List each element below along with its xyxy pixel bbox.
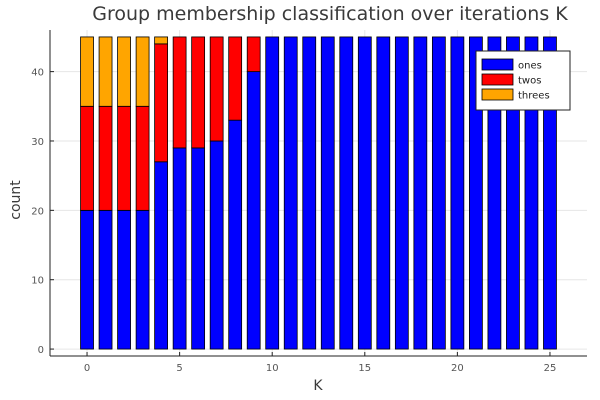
bar-twos [191, 36, 206, 149]
bar-twos [246, 36, 261, 73]
bar-ones [154, 161, 168, 350]
bar-threes [154, 36, 168, 45]
bar-ones [117, 209, 131, 350]
bar-ones [228, 119, 243, 350]
bar-ones [320, 36, 335, 350]
bar-twos [154, 43, 168, 163]
bar-ones [80, 209, 94, 350]
bar-twos [172, 36, 187, 149]
bar-ones [209, 140, 224, 350]
bar-ones [524, 36, 539, 350]
y-ticks: 0 10 20 30 40 [31, 68, 54, 356]
legend-label-threes: threes [518, 91, 550, 102]
bar-threes [80, 36, 94, 107]
bar-ones [431, 36, 446, 350]
x-tick-label: 10 [266, 363, 279, 374]
bar-threes [135, 36, 150, 107]
bars [80, 36, 557, 350]
y-tick-label: 10 [31, 276, 44, 287]
bar-ones [450, 36, 465, 350]
bar-ones [265, 36, 280, 350]
bar-threes [117, 36, 131, 107]
legend-swatch-twos [481, 73, 514, 86]
x-ticks: 0 5 10 15 20 25 [84, 352, 556, 374]
bar-twos [209, 36, 224, 142]
x-tick-label: 20 [451, 363, 464, 374]
bar-ones [172, 147, 187, 350]
axes [49, 30, 587, 357]
bar-ones [394, 36, 409, 350]
bar-ones [357, 36, 372, 350]
bar-ones [506, 36, 520, 350]
y-axis-label: count [8, 180, 24, 220]
x-tick-label: 5 [176, 363, 182, 374]
bar-ones [283, 36, 298, 350]
legend-swatch-threes [481, 88, 514, 101]
bar-threes [98, 36, 113, 107]
bar-ones [376, 36, 391, 350]
x-axis-label: K [313, 378, 323, 394]
legend-label-twos: twos [518, 76, 541, 87]
x-tick-label: 15 [358, 363, 371, 374]
bar-ones [302, 36, 317, 350]
bar-ones [469, 36, 483, 350]
bar-ones [543, 36, 557, 350]
bar-ones [246, 71, 261, 350]
y-tick-label: 40 [31, 68, 44, 79]
bar-twos [80, 105, 94, 211]
bar-twos [117, 105, 131, 211]
bar-twos [98, 105, 113, 211]
bar-ones [191, 147, 206, 350]
y-tick-label: 0 [38, 345, 44, 356]
bar-ones [135, 209, 150, 350]
bar-ones [487, 36, 502, 350]
x-tick-label: 0 [84, 363, 90, 374]
bar-ones [98, 209, 113, 350]
y-tick-label: 30 [31, 137, 44, 148]
legend: ones twos threes [475, 50, 571, 111]
x-tick-label: 25 [544, 363, 557, 374]
bar-twos [228, 36, 243, 121]
chart-title: Group membership classification over ite… [92, 3, 568, 25]
bar-ones [413, 36, 428, 350]
legend-label-ones: ones [518, 61, 542, 72]
bar-ones [339, 36, 354, 350]
bar-twos [135, 105, 150, 211]
y-tick-label: 20 [31, 206, 44, 217]
legend-swatch-ones [481, 58, 514, 71]
